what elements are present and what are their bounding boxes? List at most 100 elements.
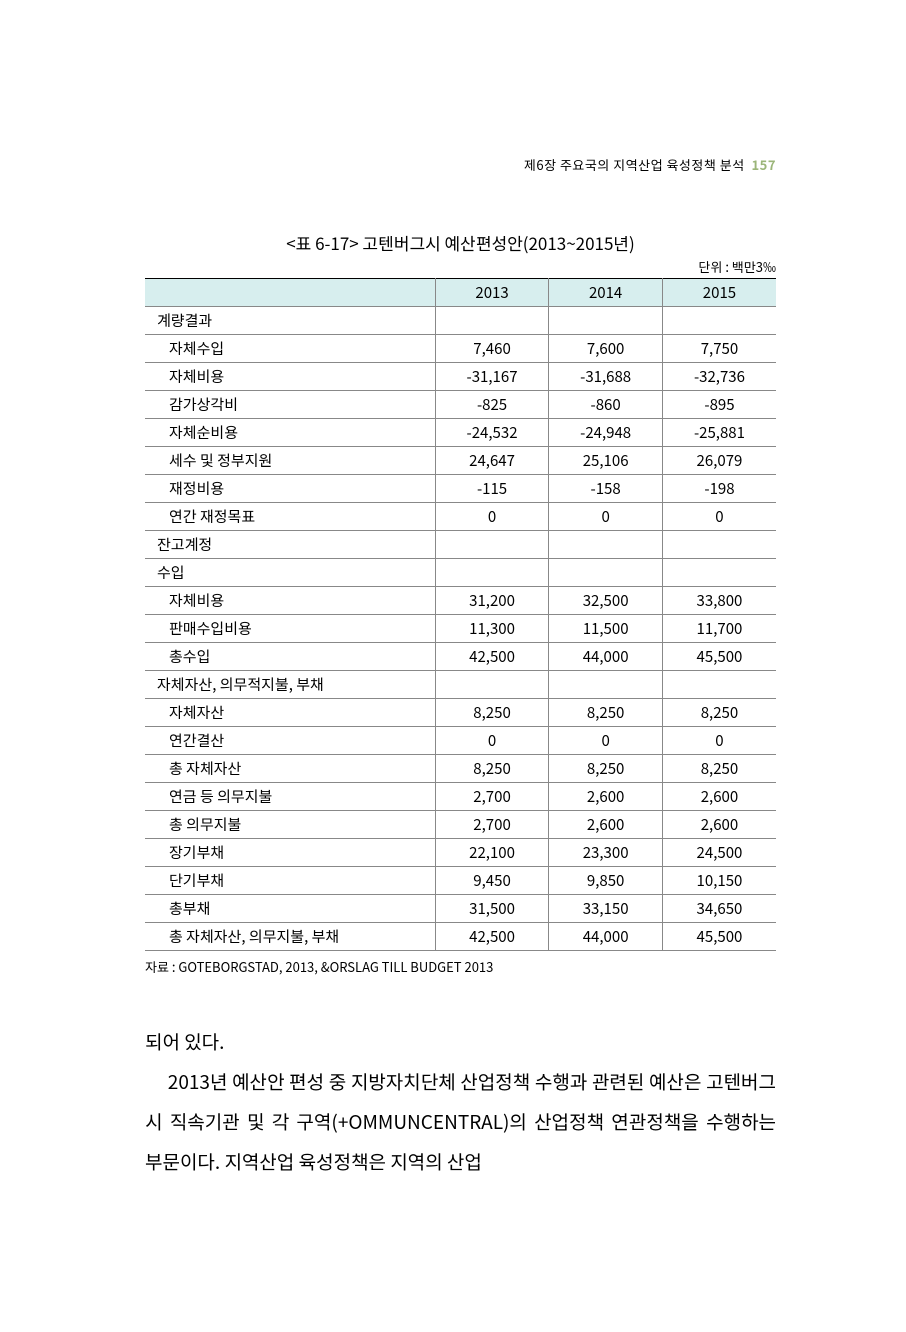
table-body: 계량결과자체수입7,4607,6007,750자체비용-31,167-31,68… (145, 307, 776, 951)
table-row: 장기부채22,10023,30024,500 (145, 839, 776, 867)
cell-value: 0 (549, 727, 663, 755)
table-row: 연금 등 의무지불2,7002,6002,600 (145, 783, 776, 811)
row-label: 총부채 (145, 895, 435, 923)
cell-value: 31,200 (435, 587, 549, 615)
cell-value: 33,800 (662, 587, 776, 615)
cell-value: 44,000 (549, 643, 663, 671)
table-row: 총 자체자산8,2508,2508,250 (145, 755, 776, 783)
cell-value: 32,500 (549, 587, 663, 615)
table-row: 연간 재정목표000 (145, 503, 776, 531)
table-row: 수입 (145, 559, 776, 587)
row-label: 세수 및 정부지원 (145, 447, 435, 475)
table-row: 총수입42,50044,00045,500 (145, 643, 776, 671)
cell-value: 8,250 (435, 755, 549, 783)
table-row: 총 자체자산, 의무지불, 부채42,50044,00045,500 (145, 923, 776, 951)
cell-value: 0 (549, 503, 663, 531)
row-label: 연간 재정목표 (145, 503, 435, 531)
cell-value: -825 (435, 391, 549, 419)
table-row: 자체자산, 의무적지불, 부채 (145, 671, 776, 699)
cell-value: 8,250 (435, 699, 549, 727)
row-label: 자체순비용 (145, 419, 435, 447)
cell-value: 24,647 (435, 447, 549, 475)
col-year: 2014 (549, 279, 663, 307)
cell-value: -24,948 (549, 419, 663, 447)
cell-value: 24,500 (662, 839, 776, 867)
table-row: 자체순비용-24,532-24,948-25,881 (145, 419, 776, 447)
cell-value: 2,600 (662, 783, 776, 811)
cell-value (662, 671, 776, 699)
cell-value: 10,150 (662, 867, 776, 895)
cell-value (549, 559, 663, 587)
cell-value: 2,700 (435, 783, 549, 811)
row-label: 단기부채 (145, 867, 435, 895)
table-row: 계량결과 (145, 307, 776, 335)
row-label: 잔고계정 (145, 531, 435, 559)
cell-value: -895 (662, 391, 776, 419)
col-year: 2013 (435, 279, 549, 307)
cell-value: 7,750 (662, 335, 776, 363)
page-number: 157 (751, 155, 776, 174)
table-row: 자체비용31,20032,50033,800 (145, 587, 776, 615)
cell-value (435, 531, 549, 559)
cell-value: 7,460 (435, 335, 549, 363)
table-header-row: 201320142015 (145, 279, 776, 307)
row-label: 재정비용 (145, 475, 435, 503)
chapter-label: 제6장 주요국의 지역산업 육성정책 분석 (524, 155, 745, 174)
cell-value: 45,500 (662, 923, 776, 951)
cell-value: 2,700 (435, 811, 549, 839)
cell-value: 8,250 (549, 699, 663, 727)
table-row: 자체자산8,2508,2508,250 (145, 699, 776, 727)
table-row: 자체비용-31,167-31,688-32,736 (145, 363, 776, 391)
cell-value: 22,100 (435, 839, 549, 867)
cell-value: 25,106 (549, 447, 663, 475)
row-label: 계량결과 (145, 307, 435, 335)
cell-value (435, 671, 549, 699)
cell-value: 11,700 (662, 615, 776, 643)
table-unit: 단위 : 백만3‰ (145, 257, 776, 276)
row-label: 연간결산 (145, 727, 435, 755)
cell-value: 44,000 (549, 923, 663, 951)
cell-value: 23,300 (549, 839, 663, 867)
cell-value (549, 307, 663, 335)
body-text: 되어 있다. 2013년 예산안 편성 중 지방자치단체 산업정책 수행과 관련… (145, 1022, 776, 1182)
cell-value: 8,250 (662, 699, 776, 727)
table-row: 단기부채9,4509,85010,150 (145, 867, 776, 895)
table-row: 재정비용-115-158-198 (145, 475, 776, 503)
table-row: 총 의무지불2,7002,6002,600 (145, 811, 776, 839)
table-row: 자체수입7,4607,6007,750 (145, 335, 776, 363)
row-label: 장기부채 (145, 839, 435, 867)
cell-value: 9,450 (435, 867, 549, 895)
table-row: 세수 및 정부지원24,64725,10626,079 (145, 447, 776, 475)
running-header: 제6장 주요국의 지역산업 육성정책 분석 157 (524, 155, 776, 174)
cell-value: -32,736 (662, 363, 776, 391)
table-block: <표 6-17> 고텐버그시 예산편성안(2013~2015년) 단위 : 백만… (145, 230, 776, 976)
row-label: 총수입 (145, 643, 435, 671)
table-row: 판매수입비용11,30011,50011,700 (145, 615, 776, 643)
table-source: 자료 : GOTEBORGSTAD, 2013, &ORSLAG TILL BU… (145, 957, 776, 976)
cell-value: 45,500 (662, 643, 776, 671)
cell-value: 2,600 (549, 811, 663, 839)
cell-value (549, 531, 663, 559)
cell-value: 0 (662, 503, 776, 531)
cell-value: 42,500 (435, 923, 549, 951)
cell-value: 8,250 (549, 755, 663, 783)
table-head: 201320142015 (145, 279, 776, 307)
row-label: 판매수입비용 (145, 615, 435, 643)
cell-value (662, 531, 776, 559)
page: 제6장 주요국의 지역산업 육성정책 분석 157 <표 6-17> 고텐버그시… (0, 0, 906, 1332)
body-p1: 되어 있다. (145, 1022, 776, 1062)
cell-value (662, 307, 776, 335)
cell-value: -31,688 (549, 363, 663, 391)
cell-value: 0 (435, 727, 549, 755)
cell-value: 9,850 (549, 867, 663, 895)
cell-value: -198 (662, 475, 776, 503)
cell-value: 11,300 (435, 615, 549, 643)
cell-value (662, 559, 776, 587)
cell-value: 8,250 (662, 755, 776, 783)
table-row: 총부채31,50033,15034,650 (145, 895, 776, 923)
cell-value: 26,079 (662, 447, 776, 475)
cell-value (435, 559, 549, 587)
row-label: 자체비용 (145, 363, 435, 391)
cell-value: -24,532 (435, 419, 549, 447)
cell-value (549, 671, 663, 699)
